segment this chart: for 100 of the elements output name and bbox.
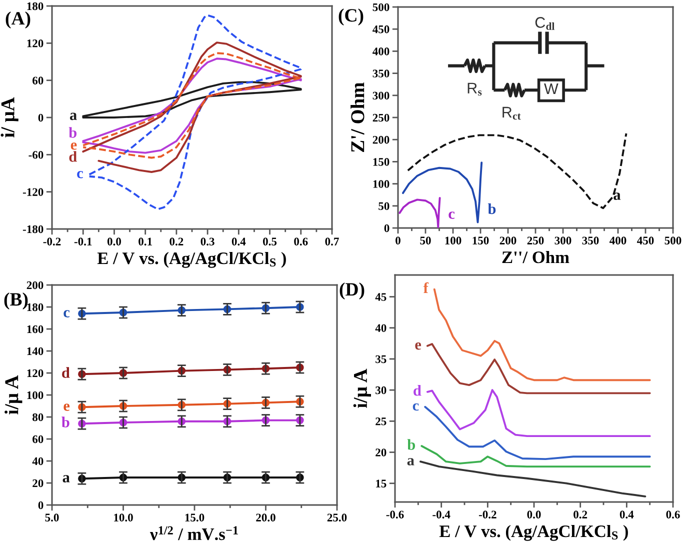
x-tick-label: 0.0	[107, 238, 121, 246]
x-axis-title: E / V vs. (Ag/AgCl/KCl$_{S}$ )	[439, 524, 628, 541]
x-tick-label: -0.2	[43, 238, 61, 246]
y-tick-label: 60	[32, 435, 44, 444]
y-tick-label: 0	[38, 114, 44, 122]
series-label: e	[70, 142, 77, 150]
series-label: b	[62, 416, 70, 428]
x-axis-title: ν$^{1/2}$ / mV.s$^{−1}$	[150, 526, 238, 540]
x-tick-label: 0.7	[325, 238, 339, 246]
x-tick-label: 300	[554, 236, 572, 244]
y-tick-label: 15	[376, 480, 386, 488]
y-tick-label: 40	[375, 324, 386, 332]
chart-title: (D)	[340, 282, 364, 300]
chart-title: (A)	[6, 12, 30, 28]
line-series	[426, 389, 651, 438]
x-tick-label: -0.4	[432, 510, 450, 518]
chart-title: (B)	[4, 292, 28, 310]
y-tick-label: 120	[27, 369, 44, 378]
series-label: d	[69, 151, 77, 162]
y-tick-label: 60	[32, 76, 44, 84]
series-label: e	[415, 342, 422, 350]
y-tick-label: 25	[376, 418, 386, 426]
annotation: C$_{dl}$	[535, 17, 555, 30]
series-label: b	[68, 127, 76, 138]
y-tick-label: 80	[32, 413, 44, 422]
x-tick-label: 200	[500, 236, 516, 244]
x-tick-label: -0.1	[74, 238, 92, 246]
y-tick-label: 160	[27, 325, 44, 334]
x-tick-label: 0.4	[620, 510, 634, 518]
annotation: W	[544, 84, 558, 94]
y-tick-label: -180	[22, 225, 44, 234]
x-tick-label: 0.2	[574, 510, 588, 518]
line-series	[420, 460, 646, 498]
x-tick-label: 0.4	[232, 238, 246, 246]
x-tick-label: 0.6	[666, 510, 680, 518]
y-tick-label: 0	[38, 501, 44, 510]
line-series	[420, 445, 651, 468]
series-label: c	[77, 170, 83, 178]
x-tick-label: 100	[445, 236, 462, 244]
y-tick-label: -120	[22, 188, 44, 196]
x-tick-label: 15.0	[185, 514, 204, 522]
series-label: e	[64, 404, 70, 411]
x-tick-label: 0.3	[200, 238, 214, 246]
x-tick-label: 0.5	[263, 238, 277, 246]
series-label: d	[62, 367, 70, 378]
y-tick-label: 140	[27, 347, 44, 356]
series-label: a	[70, 112, 77, 120]
line-series	[82, 42, 302, 173]
line-series	[424, 406, 651, 460]
series-label: c	[412, 403, 419, 411]
x-tick-label: 0.2	[170, 238, 184, 246]
y-tick-label: 200	[372, 136, 390, 144]
y-tick-label: 250	[372, 114, 390, 122]
x-tick-label: 10.0	[114, 514, 133, 522]
series-label: c	[448, 212, 455, 219]
series-label: b	[407, 439, 416, 450]
y-axis-title: i/ μA	[0, 97, 18, 138]
y-tick-label: 20	[376, 448, 386, 456]
series-label: d	[414, 384, 422, 396]
x-tick-label: 0.1	[138, 238, 152, 246]
x-tick-label: 0	[396, 236, 400, 244]
y-tick-label: 20	[32, 479, 44, 488]
annotation: R$_{ct}$	[502, 106, 521, 120]
y-tick-label: 45	[375, 293, 386, 301]
y-axis-title: Z'/ Ohm	[350, 82, 364, 152]
x-tick-label: 0.0	[527, 510, 541, 518]
series-label: a	[614, 192, 621, 200]
x-tick-label: 400	[610, 236, 626, 244]
x-tick-label: 450	[637, 236, 654, 244]
y-tick-label: 180	[27, 303, 44, 312]
x-tick-label: 500	[664, 236, 682, 244]
y-tick-label: 0	[384, 224, 390, 232]
series-label: c	[64, 310, 70, 318]
y-tick-label: 35	[376, 355, 386, 364]
line-series	[88, 14, 302, 210]
y-axis-title: i/μ A	[4, 375, 22, 414]
y-tick-label: 150	[373, 158, 390, 166]
line-series	[402, 162, 483, 224]
x-axis-title: Z''/ Ohm	[502, 250, 570, 264]
x-tick-label: 0.6	[294, 238, 308, 246]
y-tick-label: 120	[27, 40, 44, 48]
series-label: a	[62, 475, 70, 482]
annotation: R$_{s}$	[468, 82, 482, 96]
line-series	[398, 196, 441, 228]
x-tick-label: -0.2	[478, 510, 496, 518]
x-tick-label: -0.6	[386, 510, 404, 518]
y-tick-label: 100	[27, 391, 44, 400]
y-tick-label: -60	[28, 151, 44, 159]
x-tick-label: 150	[472, 236, 489, 244]
y-tick-label: 100	[373, 180, 390, 188]
y-tick-label: 400	[372, 48, 390, 56]
y-tick-label: 30	[376, 386, 386, 394]
y-tick-label: 40	[32, 457, 44, 466]
y-tick-label: 300	[372, 92, 390, 100]
x-tick-label: 250	[527, 236, 544, 244]
line-series	[426, 343, 651, 394]
y-tick-label: 50	[378, 202, 390, 210]
line-series	[433, 288, 651, 382]
y-tick-label: 200	[26, 281, 44, 290]
series-label: b	[488, 203, 496, 214]
